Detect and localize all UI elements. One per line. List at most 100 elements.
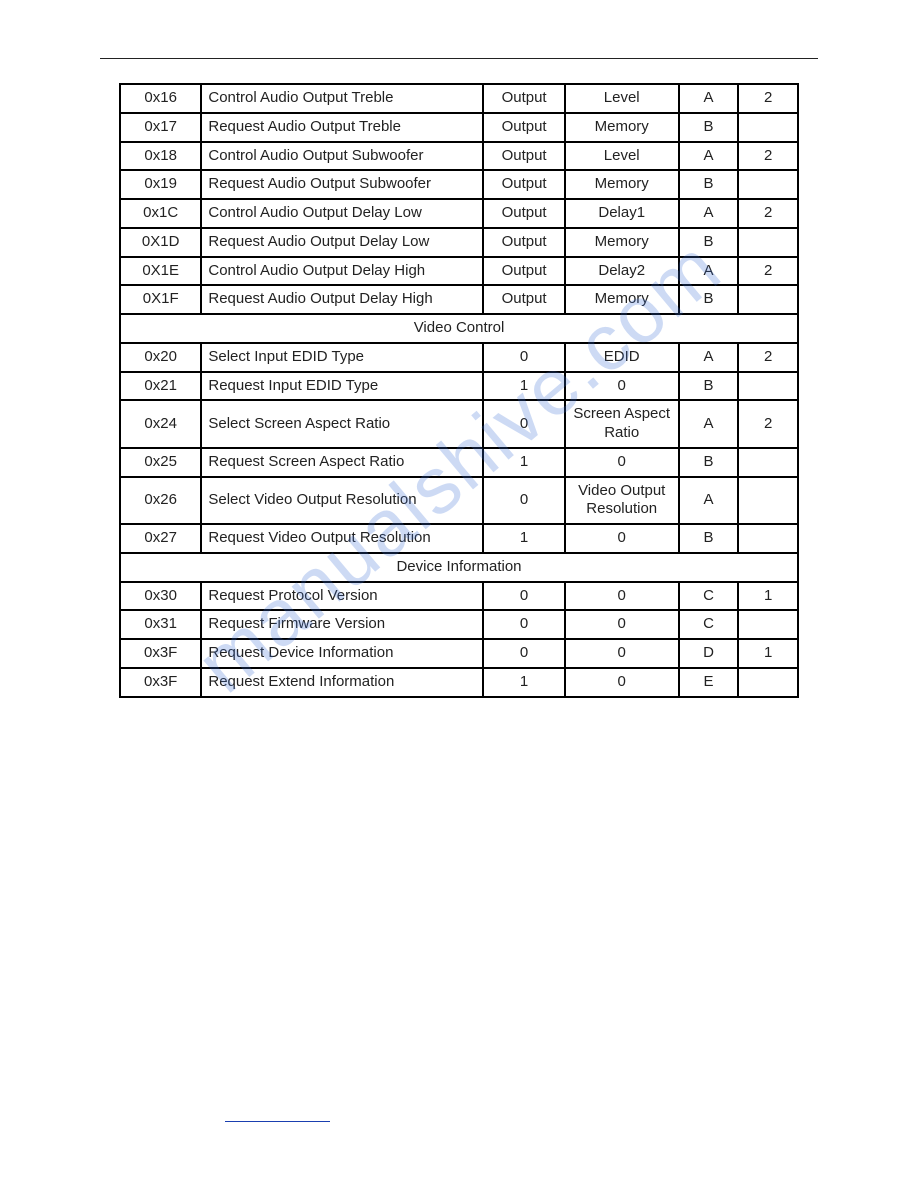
table-cell: 0 xyxy=(565,582,679,611)
table-cell: 2 xyxy=(738,257,798,286)
page: manualshive.com 0x16Control Audio Output… xyxy=(0,0,918,1188)
table-cell: B xyxy=(679,448,739,477)
table-cell: 0x20 xyxy=(120,343,201,372)
table-row: 0x27Request Video Output Resolution10B xyxy=(120,524,798,553)
table-cell xyxy=(738,285,798,314)
table-cell: Select Video Output Resolution xyxy=(201,477,483,525)
table-row: 0x26Select Video Output Resolution0Video… xyxy=(120,477,798,525)
table-cell xyxy=(738,448,798,477)
section-header: Device Information xyxy=(120,553,798,582)
table-row: 0X1DRequest Audio Output Delay LowOutput… xyxy=(120,228,798,257)
top-rule xyxy=(100,58,818,59)
table-cell: 2 xyxy=(738,343,798,372)
table-cell: Output xyxy=(483,84,564,113)
table-cell: Request Protocol Version xyxy=(201,582,483,611)
table-cell: A xyxy=(679,199,739,228)
table-cell: 0x18 xyxy=(120,142,201,171)
table-cell: 0X1F xyxy=(120,285,201,314)
table-cell xyxy=(738,170,798,199)
table-cell: A xyxy=(679,257,739,286)
table-cell: B xyxy=(679,524,739,553)
table-cell: 1 xyxy=(483,524,564,553)
table-row: 0x25Request Screen Aspect Ratio10B xyxy=(120,448,798,477)
table-cell: Output xyxy=(483,257,564,286)
table-cell: 0X1D xyxy=(120,228,201,257)
table-cell: Level xyxy=(565,84,679,113)
table-row: 0x20Select Input EDID Type0EDIDA2 xyxy=(120,343,798,372)
table-cell: Request Audio Output Subwoofer xyxy=(201,170,483,199)
table-cell: 0 xyxy=(483,343,564,372)
table-cell: 0 xyxy=(483,400,564,448)
table-cell: Select Input EDID Type xyxy=(201,343,483,372)
table-cell: Select Screen Aspect Ratio xyxy=(201,400,483,448)
table-cell: B xyxy=(679,113,739,142)
table-cell: Control Audio Output Treble xyxy=(201,84,483,113)
table-cell: Request Device Information xyxy=(201,639,483,668)
table-cell: 2 xyxy=(738,400,798,448)
table-cell: 1 xyxy=(483,372,564,401)
table-cell: E xyxy=(679,668,739,697)
table-cell: 0x3F xyxy=(120,668,201,697)
table-row: 0x17Request Audio Output TrebleOutputMem… xyxy=(120,113,798,142)
table-cell: 0 xyxy=(483,610,564,639)
table-row: 0X1FRequest Audio Output Delay HighOutpu… xyxy=(120,285,798,314)
table-cell: 0 xyxy=(565,639,679,668)
table-cell: 0x30 xyxy=(120,582,201,611)
table-cell: C xyxy=(679,610,739,639)
table-cell: A xyxy=(679,84,739,113)
section-header: Video Control xyxy=(120,314,798,343)
table-cell: B xyxy=(679,228,739,257)
table-row: 0x16Control Audio Output TrebleOutputLev… xyxy=(120,84,798,113)
table-cell: Level xyxy=(565,142,679,171)
footer-link-underline xyxy=(225,1121,330,1122)
table-row: 0x31Request Firmware Version00C xyxy=(120,610,798,639)
table-cell: 0 xyxy=(565,524,679,553)
table-cell xyxy=(738,524,798,553)
table-cell: 0x17 xyxy=(120,113,201,142)
table-cell: 0 xyxy=(483,582,564,611)
table-cell: Output xyxy=(483,113,564,142)
table-cell: Control Audio Output Delay High xyxy=(201,257,483,286)
table-cell: 1 xyxy=(483,668,564,697)
table-cell: Memory xyxy=(565,113,679,142)
table-row: 0x24Select Screen Aspect Ratio0Screen As… xyxy=(120,400,798,448)
table-cell: A xyxy=(679,142,739,171)
table-cell: Request Input EDID Type xyxy=(201,372,483,401)
table-cell: Request Video Output Resolution xyxy=(201,524,483,553)
table-cell: 0 xyxy=(483,639,564,668)
table-cell: 0x31 xyxy=(120,610,201,639)
table-cell: D xyxy=(679,639,739,668)
table-cell xyxy=(738,372,798,401)
table-cell: 0 xyxy=(565,610,679,639)
table-cell xyxy=(738,113,798,142)
table-cell: 2 xyxy=(738,142,798,171)
table-cell: 1 xyxy=(738,582,798,611)
table-cell: B xyxy=(679,170,739,199)
table-row: 0x21Request Input EDID Type10B xyxy=(120,372,798,401)
table-cell: 0x26 xyxy=(120,477,201,525)
table-cell: B xyxy=(679,372,739,401)
table-cell: 0 xyxy=(565,372,679,401)
table-cell: Screen Aspect Ratio xyxy=(565,400,679,448)
table-cell: EDID xyxy=(565,343,679,372)
table-cell: C xyxy=(679,582,739,611)
table-cell: A xyxy=(679,343,739,372)
table-cell: Request Audio Output Delay Low xyxy=(201,228,483,257)
table-cell: 0X1E xyxy=(120,257,201,286)
table-cell: 0x27 xyxy=(120,524,201,553)
table-cell xyxy=(738,610,798,639)
table-cell: Memory xyxy=(565,228,679,257)
table-cell: 0 xyxy=(565,448,679,477)
table-cell: B xyxy=(679,285,739,314)
table-cell: Delay2 xyxy=(565,257,679,286)
table-cell: 2 xyxy=(738,84,798,113)
table-cell: 0x16 xyxy=(120,84,201,113)
table-cell: 0x21 xyxy=(120,372,201,401)
table-cell: Request Audio Output Delay High xyxy=(201,285,483,314)
table-cell: A xyxy=(679,400,739,448)
table-cell: 2 xyxy=(738,199,798,228)
table-cell: Control Audio Output Subwoofer xyxy=(201,142,483,171)
table-cell xyxy=(738,668,798,697)
table-row: 0X1EControl Audio Output Delay HighOutpu… xyxy=(120,257,798,286)
table-cell: Output xyxy=(483,228,564,257)
